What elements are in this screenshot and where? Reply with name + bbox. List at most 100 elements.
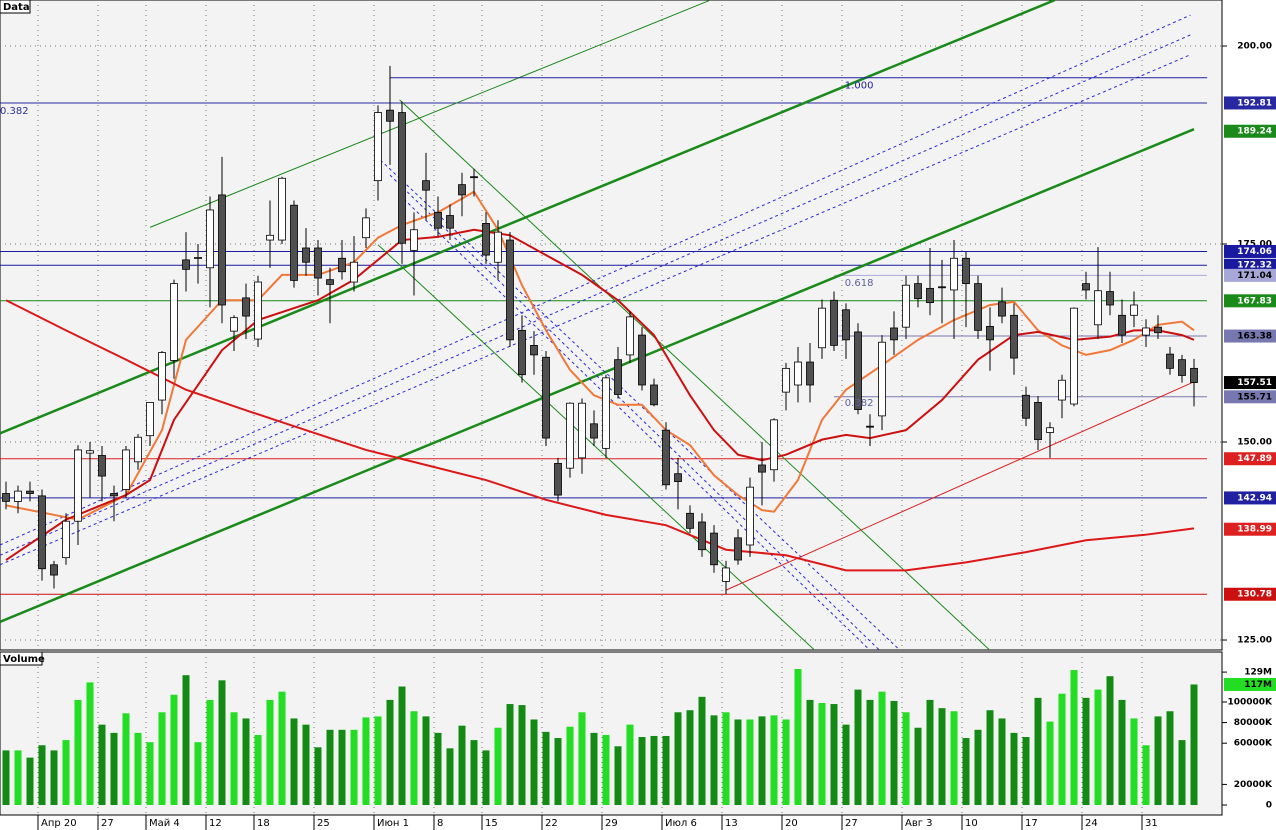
level-label: 147.89 — [1237, 454, 1272, 464]
volume-bar — [626, 724, 634, 806]
candle-body — [734, 537, 742, 561]
candle-body — [50, 564, 58, 576]
volume-bar — [278, 691, 286, 806]
fib-label: 0.382 — [845, 398, 874, 409]
trendline — [0, 14, 1191, 546]
volume-bar — [878, 691, 886, 806]
candle-body — [410, 229, 418, 251]
volume-bar — [1166, 711, 1174, 806]
candle-body — [38, 495, 46, 570]
candle-body — [950, 257, 958, 291]
volume-bar — [998, 718, 1006, 806]
candle-body — [1058, 379, 1066, 401]
volume-bar — [506, 704, 514, 806]
candle-body — [26, 490, 34, 494]
x-tick-label: 27 — [101, 818, 114, 829]
volume-bar — [230, 712, 238, 806]
volume-bar — [566, 726, 574, 806]
volume-bar — [698, 696, 706, 806]
candle-body — [542, 356, 550, 439]
x-tick-label: 13 — [725, 818, 738, 829]
candle-body — [938, 286, 946, 289]
candle-body — [182, 259, 190, 270]
candle-body — [866, 425, 874, 428]
volume-bar — [182, 675, 190, 806]
candle-body — [818, 307, 826, 349]
volume-bar — [374, 716, 382, 806]
volume-bar — [134, 732, 142, 806]
volume-bar — [854, 689, 862, 806]
candle-body — [1190, 367, 1198, 383]
volume-bar — [1034, 697, 1042, 806]
level-label-box — [1224, 522, 1276, 536]
level-label-box — [1224, 96, 1276, 110]
volume-bar — [518, 705, 526, 806]
x-tick-label: 10 — [965, 818, 978, 829]
y-tick-label: 175.00 — [1237, 240, 1272, 250]
candle-body — [458, 184, 466, 196]
volume-bar — [614, 746, 622, 806]
level-label: 142.94 — [1237, 493, 1272, 503]
panel-label: Volume — [3, 654, 45, 665]
level-label: 138.99 — [1237, 525, 1272, 535]
volume-bar — [446, 748, 454, 806]
volume-bar — [746, 719, 754, 806]
candle-body — [482, 223, 490, 256]
volume-bar — [722, 712, 730, 806]
y-tick-label: 129M — [1244, 668, 1272, 678]
candle-body — [746, 486, 754, 546]
candle-body — [290, 204, 298, 281]
level-label: 171.04 — [1237, 271, 1272, 281]
y-tick-label: 80000K — [1234, 718, 1273, 728]
candle-body — [710, 532, 718, 566]
level-label-box — [1224, 452, 1276, 466]
volume-bar — [482, 750, 490, 806]
volume-bar — [302, 724, 310, 806]
volume-bar — [866, 699, 874, 806]
candle-body — [362, 217, 370, 239]
volume-bar — [554, 738, 562, 806]
volume-bar — [122, 713, 130, 806]
x-tick-label: 12 — [209, 818, 222, 829]
volume-bar — [794, 669, 802, 806]
candle-body — [62, 520, 70, 559]
volume-bar — [782, 719, 790, 806]
volume-bar — [734, 719, 742, 806]
current-volume-box — [1224, 677, 1276, 691]
y-tick-label: 100000K — [1227, 697, 1273, 707]
volume-panel — [0, 651, 1223, 816]
candle-body — [1010, 314, 1018, 359]
x-tick-label: 27 — [845, 818, 858, 829]
trendline — [725, 381, 1195, 591]
y-tick-label: 20000K — [1234, 780, 1273, 790]
volume-bar — [386, 699, 394, 806]
level-label: 189.24 — [1237, 127, 1272, 137]
level-label: 155.71 — [1237, 392, 1272, 402]
candle-body — [506, 239, 514, 341]
volume-bar — [26, 757, 34, 806]
volume-bar — [398, 686, 406, 806]
candle-body — [830, 299, 838, 346]
x-tick-label: Июн 1 — [377, 818, 409, 829]
candle-body — [1118, 314, 1126, 336]
volume-bar — [1190, 684, 1198, 806]
candle-body — [626, 316, 634, 356]
level-label: 172.32 — [1237, 261, 1272, 271]
level-label-box — [1224, 294, 1276, 308]
candle-body — [278, 177, 286, 241]
volume-bar — [1130, 718, 1138, 806]
volume-bar — [470, 740, 478, 806]
candle-body — [902, 284, 910, 328]
volume-bar — [674, 712, 682, 806]
candle-body — [590, 423, 598, 439]
volume-bar — [86, 682, 94, 806]
candle-body — [242, 297, 250, 317]
volume-bar — [1070, 670, 1078, 806]
level-label-box — [1224, 258, 1276, 272]
level-label-box — [1224, 390, 1276, 404]
candle-body — [1178, 359, 1186, 376]
candle-body — [194, 257, 202, 259]
volume-bar — [914, 727, 922, 806]
candle-body — [686, 512, 694, 529]
volume-bar — [362, 717, 370, 806]
